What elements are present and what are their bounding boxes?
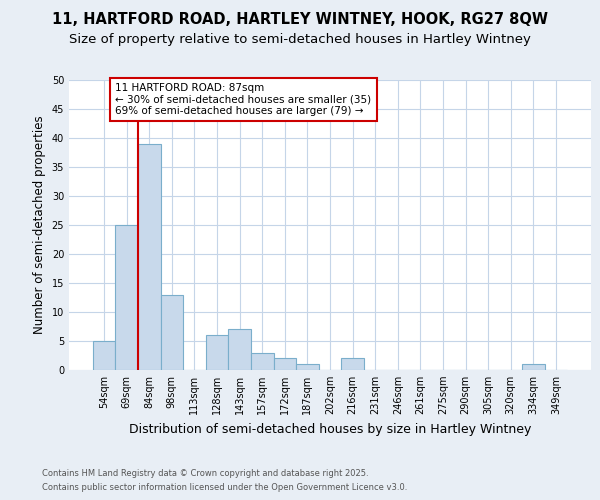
Bar	[229, 330, 251, 370]
Bar	[138, 144, 161, 370]
Text: Contains HM Land Registry data © Crown copyright and database right 2025.: Contains HM Land Registry data © Crown c…	[42, 468, 368, 477]
Bar	[93, 341, 115, 370]
X-axis label: Distribution of semi-detached houses by size in Hartley Wintney: Distribution of semi-detached houses by …	[129, 422, 531, 436]
Bar	[161, 294, 183, 370]
Bar	[522, 364, 545, 370]
Text: Contains public sector information licensed under the Open Government Licence v3: Contains public sector information licen…	[42, 484, 407, 492]
Bar	[296, 364, 319, 370]
Bar	[274, 358, 296, 370]
Y-axis label: Number of semi-detached properties: Number of semi-detached properties	[33, 116, 46, 334]
Text: 11, HARTFORD ROAD, HARTLEY WINTNEY, HOOK, RG27 8QW: 11, HARTFORD ROAD, HARTLEY WINTNEY, HOOK…	[52, 12, 548, 28]
Bar	[206, 335, 229, 370]
Text: 11 HARTFORD ROAD: 87sqm
← 30% of semi-detached houses are smaller (35)
69% of se: 11 HARTFORD ROAD: 87sqm ← 30% of semi-de…	[115, 83, 371, 116]
Bar	[115, 225, 138, 370]
Bar	[251, 352, 274, 370]
Bar	[341, 358, 364, 370]
Text: Size of property relative to semi-detached houses in Hartley Wintney: Size of property relative to semi-detach…	[69, 32, 531, 46]
